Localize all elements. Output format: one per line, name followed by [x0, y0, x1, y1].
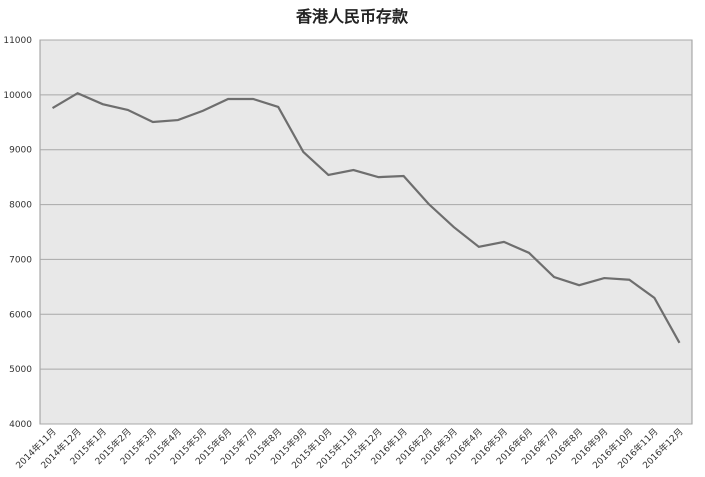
data-line	[51, 91, 681, 344]
chart-title: 香港人民币存款	[295, 7, 409, 26]
y-tick-label: 10000	[3, 91, 32, 101]
y-tick-label: 4000	[9, 420, 32, 430]
y-tick-label: 11000	[3, 36, 32, 46]
y-tick-label: 7000	[9, 255, 32, 265]
y-tick-label: 5000	[9, 365, 32, 375]
y-tick-label: 6000	[9, 310, 32, 320]
y-tick-label: 9000	[9, 146, 32, 156]
y-tick-label: 8000	[9, 201, 32, 211]
plot-area	[39, 39, 693, 425]
